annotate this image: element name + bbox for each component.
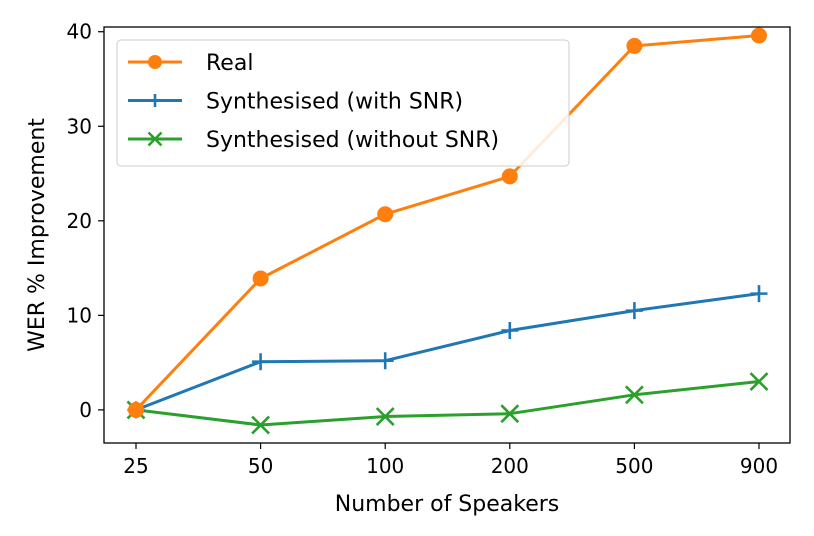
legend-box bbox=[116, 39, 570, 167]
series-1-line bbox=[134, 34, 760, 411]
series-1-point-1 bbox=[128, 401, 144, 418]
plot-frame bbox=[103, 26, 791, 444]
legend: Real Synthesised (with SNR) Synthesised (w… bbox=[116, 39, 570, 167]
series-3-point-4 bbox=[500, 404, 520, 424]
series-3-point-5 bbox=[624, 385, 644, 405]
x-tick-label: 100 bbox=[366, 454, 404, 478]
series-2-point-3 bbox=[376, 352, 394, 370]
series-1-point-5 bbox=[626, 37, 643, 54]
y-tick-label: 30 bbox=[67, 114, 92, 138]
series-2-point-6 bbox=[750, 285, 768, 303]
y-tick-label: 10 bbox=[67, 303, 92, 327]
x-tick-label: 50 bbox=[248, 454, 273, 478]
x-axis-label: Number of Speakers bbox=[335, 492, 560, 517]
series-2-point-5 bbox=[625, 302, 643, 320]
legend-item-1-label: Real bbox=[206, 51, 253, 76]
series-2-line bbox=[135, 292, 760, 412]
legend-item-1-marker bbox=[148, 55, 162, 69]
series-layer bbox=[126, 27, 769, 435]
legend-item-2-label: Synthesised (with SNR) bbox=[206, 90, 463, 115]
y-tick-label: 0 bbox=[79, 398, 92, 422]
series-1 bbox=[128, 27, 767, 418]
x-tick-label: 200 bbox=[491, 454, 529, 478]
series-3-point-2 bbox=[251, 415, 271, 435]
series-2-point-4 bbox=[501, 321, 519, 339]
series-3 bbox=[126, 372, 769, 435]
y-tick-label: 40 bbox=[67, 20, 92, 44]
series-1-point-2 bbox=[252, 270, 269, 287]
legend-item-3-label: Synthesised (without SNR) bbox=[206, 128, 499, 153]
series-1-point-6 bbox=[751, 27, 767, 44]
x-tick-label: 500 bbox=[615, 454, 653, 478]
x-tick-label: 900 bbox=[740, 454, 778, 478]
legend-item-3-marker bbox=[147, 131, 163, 147]
legend-item-2-marker bbox=[148, 94, 162, 107]
legend-item-2: Synthesised (with SNR) bbox=[128, 90, 463, 115]
y-axis-ticks: 0 10 20 30 40 bbox=[67, 20, 104, 422]
series-1-point-3 bbox=[377, 206, 394, 223]
series-3-line bbox=[135, 380, 760, 427]
x-tick-label: 25 bbox=[123, 454, 148, 478]
y-axis-label: WER % Improvement bbox=[25, 118, 50, 352]
legend-item-1: Real bbox=[128, 51, 253, 76]
series-3-point-6 bbox=[749, 372, 769, 391]
series-3-point-3 bbox=[375, 407, 395, 426]
x-axis-ticks: 25 50 100 200 500 900 bbox=[123, 443, 778, 478]
y-tick-label: 20 bbox=[67, 209, 92, 233]
series-1-point-4 bbox=[501, 168, 518, 185]
series-2-point-2 bbox=[252, 353, 270, 371]
legend-item-3: Synthesised (without SNR) bbox=[128, 128, 499, 153]
